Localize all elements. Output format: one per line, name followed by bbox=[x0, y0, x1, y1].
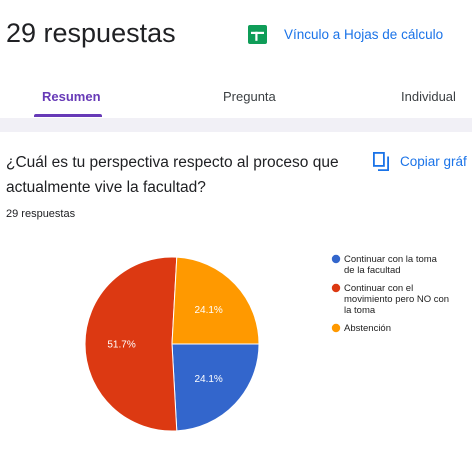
legend-swatch bbox=[331, 323, 341, 333]
tab-resumen[interactable]: Resumen bbox=[42, 89, 101, 104]
legend-swatch bbox=[331, 283, 341, 293]
question-card: ¿Cuál es tu perspectiva respecto al proc… bbox=[0, 132, 472, 454]
question-response-count: 29 respuestas bbox=[6, 208, 76, 220]
sheets-link-label: Vínculo a Hojas de cálculo bbox=[284, 26, 444, 42]
copy-chart-button[interactable]: Copiar gráf bbox=[373, 152, 467, 171]
responses-count-title: 29 respuestas bbox=[6, 18, 176, 48]
pie-slice-label: 24.1% bbox=[194, 305, 222, 316]
legend-swatch bbox=[331, 254, 341, 264]
pie-slice bbox=[171, 256, 260, 345]
summary-header: 29 respuestas Vínculo a Hojas de cálculo… bbox=[0, 0, 472, 118]
copy-chart-label: Copiar gráf bbox=[400, 154, 467, 169]
sheets-link[interactable]: Vínculo a Hojas de cálculo bbox=[248, 22, 443, 46]
legend-label: Continuar con la toma de la facultad bbox=[344, 254, 438, 276]
tab-individual[interactable]: Individual bbox=[401, 89, 456, 104]
pie-chart: 24.1% 51.7% 24.1% Continuar con la toma de l… bbox=[84, 254, 449, 432]
sheets-icon bbox=[248, 24, 267, 44]
legend-label: Continuar con el movimiento pero NO con la… bbox=[344, 283, 449, 316]
pie-slice bbox=[171, 343, 260, 432]
copy-icon bbox=[373, 152, 389, 171]
question-title: ¿Cuál es tu perspectiva respecto al proc… bbox=[6, 154, 339, 196]
pie-slice-label: 51.7% bbox=[107, 340, 135, 351]
tab-pregunta[interactable]: Pregunta bbox=[223, 89, 276, 104]
pie-slice bbox=[84, 256, 178, 432]
pie-slice-label: 24.1% bbox=[194, 374, 222, 385]
legend-label: Abstención bbox=[344, 323, 391, 334]
section-divider bbox=[0, 118, 472, 132]
active-tab-indicator bbox=[34, 114, 102, 117]
